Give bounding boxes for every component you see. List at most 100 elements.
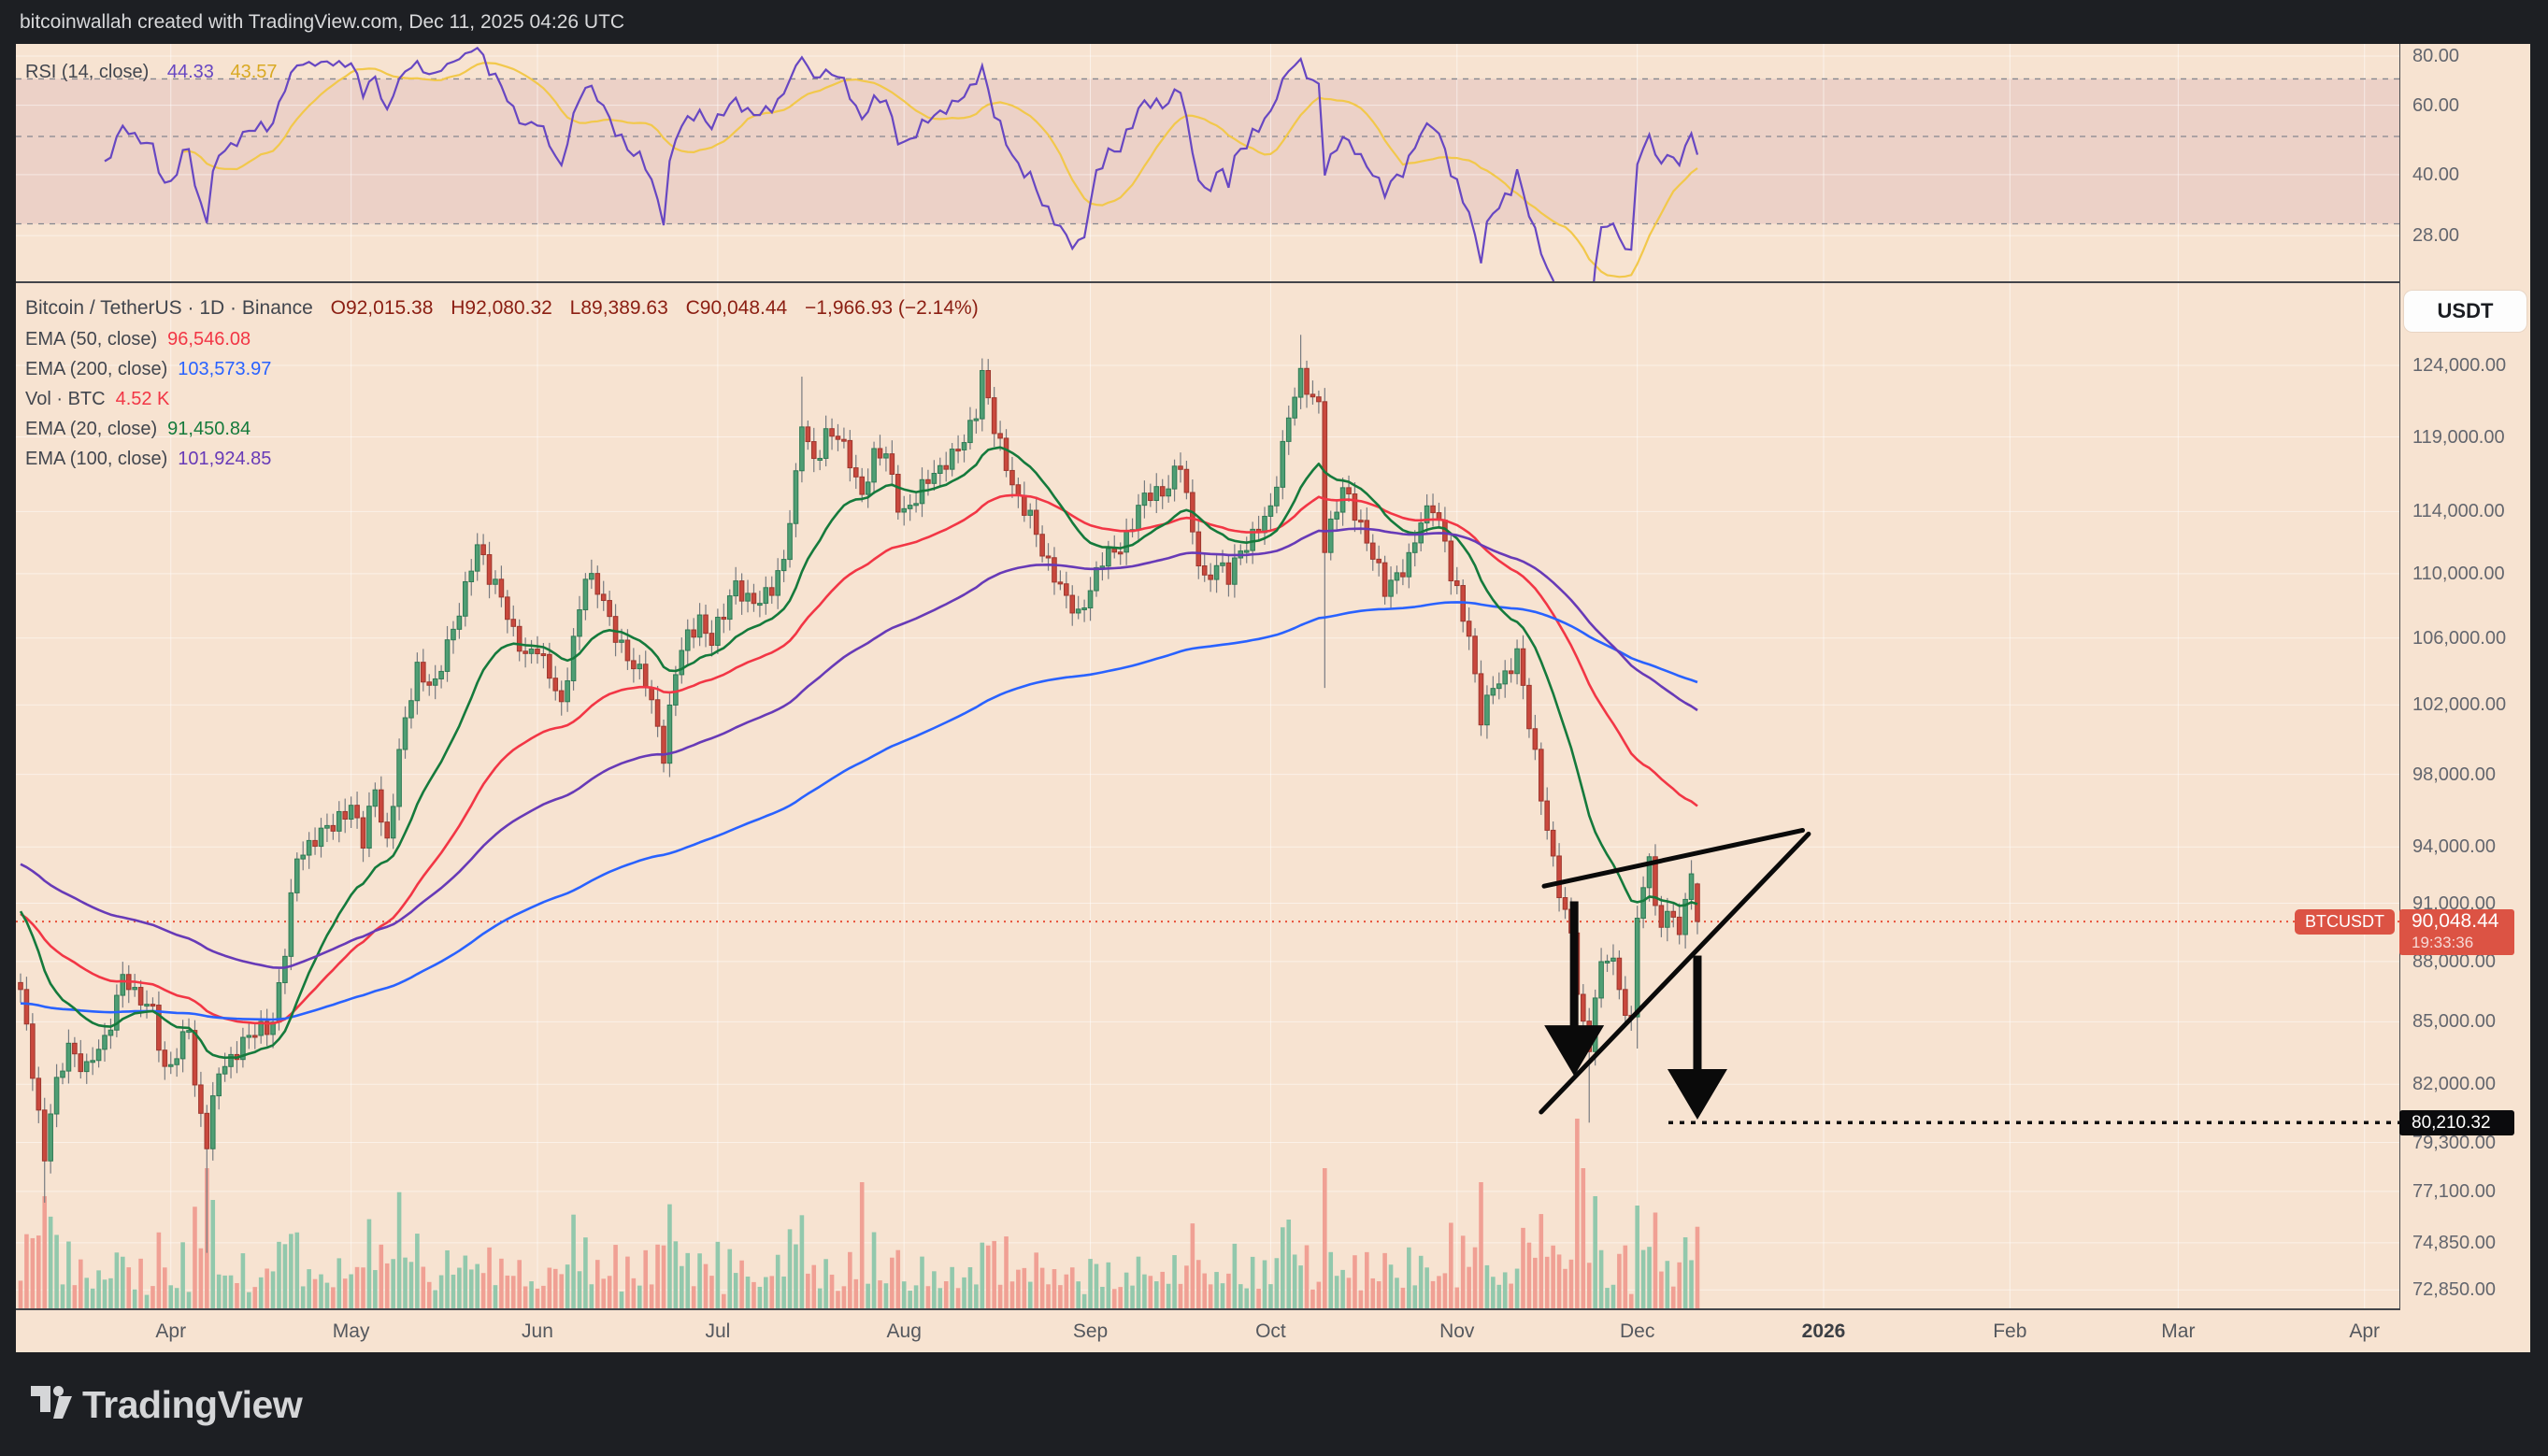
volume-bar bbox=[1437, 1276, 1441, 1308]
volume-bar bbox=[992, 1240, 996, 1308]
candle-body bbox=[1022, 494, 1027, 516]
rsi-legend[interactable]: RSI (14, close) 44.33 43.57 bbox=[25, 62, 278, 84]
indicator-row-ema200[interactable]: EMA (200, close) 103,573.97 bbox=[25, 359, 979, 379]
indicator-row-volume[interactable]: Vol · BTC 4.52 K bbox=[25, 389, 979, 409]
volume-bar bbox=[138, 1258, 143, 1308]
volume-bar bbox=[186, 1292, 192, 1308]
candle-body bbox=[1478, 673, 1484, 726]
indicator-value: 103,573.97 bbox=[178, 359, 272, 379]
time-axis-label-feb[interactable]: Feb bbox=[1993, 1320, 2027, 1342]
volume-bar bbox=[619, 1292, 624, 1308]
volume-bar bbox=[685, 1252, 691, 1308]
tradingview-logo-icon[interactable] bbox=[31, 1380, 79, 1429]
volume-bar bbox=[745, 1277, 751, 1308]
candle-body bbox=[1376, 558, 1381, 564]
candle-body bbox=[1304, 367, 1310, 395]
time-axis-label-2026[interactable]: 2026 bbox=[1801, 1320, 1846, 1342]
price-scale[interactable]: 80.00 60.00 40.00 28.00 124,000.00 119,000.00… bbox=[2399, 44, 2530, 1352]
candle-body bbox=[53, 1077, 60, 1115]
candle-body bbox=[1640, 887, 1646, 920]
time-axis-label-jun[interactable]: Jun bbox=[522, 1320, 553, 1342]
time-axis-label-may[interactable]: May bbox=[332, 1320, 370, 1342]
volume-bar bbox=[121, 1256, 125, 1308]
candle-body bbox=[342, 810, 349, 821]
candle-body bbox=[547, 653, 552, 679]
volume-bar bbox=[691, 1286, 696, 1308]
candle-body bbox=[1688, 873, 1695, 900]
currency-toggle-button[interactable]: USDT bbox=[2404, 291, 2527, 332]
candle-body bbox=[179, 1031, 186, 1060]
volume-bar bbox=[1670, 1286, 1676, 1308]
volume-bar bbox=[1334, 1276, 1339, 1308]
volume-bar bbox=[1659, 1271, 1664, 1308]
volume-bar bbox=[1526, 1242, 1532, 1308]
down-arrow-head bbox=[1667, 1069, 1727, 1121]
candle-body bbox=[871, 448, 877, 483]
time-axis-label-dec[interactable]: Dec bbox=[1619, 1320, 1655, 1342]
pane-separator[interactable] bbox=[16, 281, 2530, 283]
time-axis-label-nov[interactable]: Nov bbox=[1439, 1320, 1475, 1342]
candle-body bbox=[565, 679, 570, 703]
candle-body bbox=[1267, 505, 1274, 517]
footer-bar: TradingView bbox=[0, 1352, 2548, 1456]
candle-body bbox=[1682, 898, 1688, 935]
candle-body bbox=[679, 649, 685, 676]
change-value: −1,966.93 (−2.14%) bbox=[805, 297, 979, 319]
candle-body bbox=[1075, 608, 1081, 614]
volume-bar bbox=[1323, 1168, 1327, 1308]
time-axis-label-apr[interactable]: Apr bbox=[155, 1320, 187, 1342]
candle-body bbox=[1178, 465, 1183, 470]
volume-bar bbox=[1449, 1222, 1453, 1308]
tradingview-wordmark[interactable]: TradingView bbox=[82, 1383, 303, 1426]
indicator-row-ema20[interactable]: EMA (20, close) 91,450.84 bbox=[25, 419, 979, 439]
indicator-row-ema100[interactable]: EMA (100, close) 101,924.85 bbox=[25, 449, 979, 469]
symbol-legend[interactable]: Bitcoin / TetherUS · 1D · Binance O92,01… bbox=[25, 297, 979, 469]
volume-bar bbox=[319, 1274, 323, 1308]
volume-bar bbox=[403, 1257, 408, 1308]
volume-bar bbox=[1238, 1284, 1243, 1308]
time-axis[interactable]: Apr May Jun Jul Aug Sep Oct Nov Dec 2026 Feb Mar Apr bbox=[16, 1310, 2530, 1352]
candle-body bbox=[516, 625, 522, 652]
candle-body bbox=[510, 619, 517, 627]
candle-body bbox=[865, 481, 871, 495]
candle-body bbox=[251, 1035, 258, 1038]
time-axis-label-oct[interactable]: Oct bbox=[1255, 1320, 1286, 1342]
candle-body bbox=[823, 428, 829, 459]
high-value: H92,080.32 bbox=[451, 297, 552, 319]
time-axis-label-aug[interactable]: Aug bbox=[886, 1320, 922, 1342]
candle-body bbox=[1556, 855, 1562, 899]
volume-bar bbox=[757, 1286, 763, 1308]
volume-bar bbox=[1281, 1227, 1285, 1308]
volume-bar bbox=[1472, 1247, 1478, 1308]
candle-body bbox=[137, 987, 144, 1006]
volume-bar bbox=[174, 1288, 179, 1308]
volume-bar bbox=[30, 1237, 36, 1308]
candle-body bbox=[1665, 910, 1670, 928]
volume-bar bbox=[908, 1291, 912, 1308]
candle-body bbox=[757, 603, 763, 607]
volume-bar bbox=[216, 1274, 222, 1308]
time-axis-label-mar[interactable]: Mar bbox=[2161, 1320, 2196, 1342]
candle-body bbox=[451, 628, 456, 641]
time-axis-label-apr[interactable]: Apr bbox=[2349, 1320, 2381, 1342]
volume-bar bbox=[775, 1254, 780, 1308]
rsi-pane[interactable] bbox=[16, 44, 2399, 282]
candle-body bbox=[174, 1058, 179, 1065]
time-axis-label-jul[interactable]: Jul bbox=[705, 1320, 731, 1342]
symbol-title-row[interactable]: Bitcoin / TetherUS · 1D · Binance O92,01… bbox=[25, 297, 979, 320]
candle-body bbox=[1280, 440, 1286, 488]
volume-bar bbox=[1076, 1281, 1081, 1308]
volume-bar bbox=[594, 1260, 600, 1308]
volume-bar bbox=[1454, 1287, 1460, 1308]
price-pane[interactable] bbox=[16, 282, 2399, 1308]
candle-body bbox=[1316, 396, 1322, 403]
volume-bar bbox=[168, 1285, 174, 1308]
volume-bar bbox=[1226, 1273, 1231, 1308]
candle-body bbox=[997, 433, 1003, 439]
volume-bar bbox=[571, 1214, 576, 1308]
indicator-row-ema50[interactable]: EMA (50, close) 96,546.08 bbox=[25, 329, 979, 350]
candle-body bbox=[787, 522, 793, 561]
volume-bar bbox=[529, 1281, 534, 1308]
time-axis-label-sep[interactable]: Sep bbox=[1072, 1320, 1109, 1342]
candle-body bbox=[1514, 648, 1520, 675]
